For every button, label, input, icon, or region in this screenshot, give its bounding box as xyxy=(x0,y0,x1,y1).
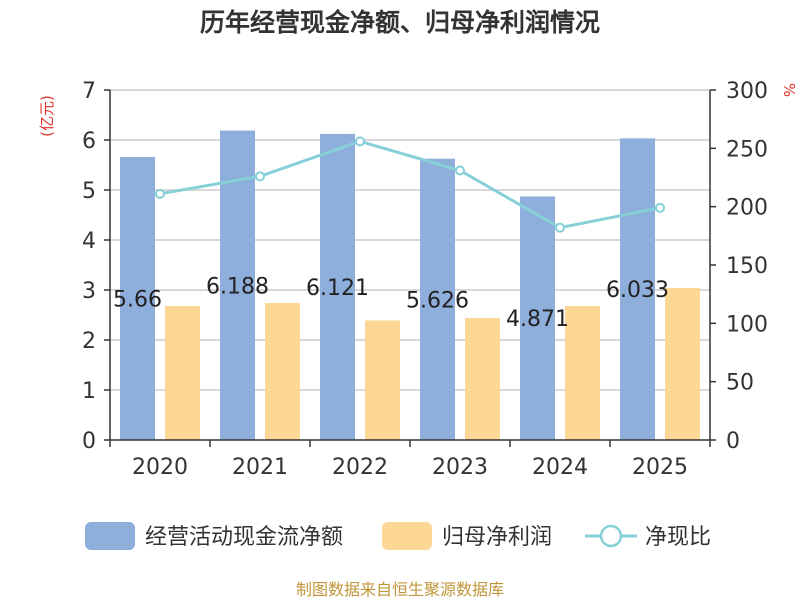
net-profit-bar xyxy=(665,288,700,440)
cash-flow-data-label: 6.121 xyxy=(306,276,369,301)
chart-title: 历年经营现金净额、归母净利润情况 xyxy=(200,8,600,37)
right-axis-tick-label: 50 xyxy=(726,371,754,396)
legend-swatch-cash-flow xyxy=(85,522,135,550)
cash-flow-bar xyxy=(420,158,455,440)
source-note: 制图数据来自恒生聚源数据库 xyxy=(296,580,504,599)
x-axis-tick-label: 2021 xyxy=(232,455,288,480)
net-profit-bar xyxy=(465,318,500,440)
x-axis-tick-label: 2022 xyxy=(332,455,388,480)
legend-label-ratio: 净现比 xyxy=(645,525,711,550)
left-axis-tick-label: 7 xyxy=(82,79,96,104)
gridlines xyxy=(110,89,710,391)
net-profit-bar xyxy=(365,320,400,440)
x-axis-tick-label: 2023 xyxy=(432,455,488,480)
cash-flow-bar xyxy=(120,157,155,440)
ratio-point xyxy=(355,136,365,147)
net-profit-bar xyxy=(265,303,300,440)
legend-swatch-ratio-marker xyxy=(599,524,623,548)
right-axis-tick-label: 150 xyxy=(726,254,768,279)
left-axis-unit: (亿元) xyxy=(38,95,56,137)
ratio-point xyxy=(655,202,665,213)
ratio-point xyxy=(255,171,265,182)
right-axis-tick-label: 250 xyxy=(726,137,768,162)
left-axis-tick-label: 1 xyxy=(82,379,96,404)
cash-flow-bar xyxy=(520,196,555,440)
legend-swatch-net-profit xyxy=(382,522,432,550)
right-axis-unit: % xyxy=(780,83,798,97)
legend: 经营活动现金流净额 归母净利润 净现比 xyxy=(85,522,711,550)
right-axis-tick-label: 200 xyxy=(726,196,768,221)
cash-flow-data-label: 6.033 xyxy=(606,278,669,303)
left-axis-tick-label: 3 xyxy=(82,279,96,304)
ratio-point xyxy=(555,222,565,233)
right-axis-tick-label: 300 xyxy=(726,79,768,104)
x-axis-tick-label: 2020 xyxy=(132,455,188,480)
net-profit-bar xyxy=(565,306,600,440)
axes xyxy=(104,89,716,447)
ratio-line xyxy=(159,139,661,230)
cash-flow-data-label: 4.871 xyxy=(506,307,569,332)
left-axis-tick-label: 4 xyxy=(82,229,96,254)
ratio-point xyxy=(455,165,465,176)
net-profit-bar xyxy=(165,306,200,440)
cash-flow-data-label: 5.626 xyxy=(406,288,469,313)
right-axis-tick-label: 0 xyxy=(726,429,740,454)
bars xyxy=(120,130,700,440)
cash-flow-data-label: 5.66 xyxy=(113,288,162,313)
right-axis-tick-label: 100 xyxy=(726,312,768,337)
data-labels: 5.66 6.188 6.121 5.626 4.871 6.033 xyxy=(113,274,669,332)
left-axis-tick-label: 2 xyxy=(82,329,96,354)
ratio-line-layer xyxy=(155,136,665,233)
left-axis-tick-label: 5 xyxy=(82,179,96,204)
legend-label-cash-flow: 经营活动现金流净额 xyxy=(145,525,343,550)
left-axis-tick-label: 6 xyxy=(82,129,96,154)
tick-labels: 0 1 2 3 4 5 6 7 0 50 100 150 200 250 300 2020 2021 2022 20… xyxy=(82,79,768,480)
legend-label-net-profit: 归母净利润 xyxy=(442,525,552,550)
left-axis-tick-label: 0 xyxy=(82,429,96,454)
cash-flow-bar xyxy=(320,133,355,440)
cash-flow-bar xyxy=(620,138,655,440)
x-axis-tick-label: 2025 xyxy=(632,455,688,480)
x-axis-tick-label: 2024 xyxy=(532,455,588,480)
cash-flow-data-label: 6.188 xyxy=(206,274,269,299)
ratio-point xyxy=(155,188,165,199)
